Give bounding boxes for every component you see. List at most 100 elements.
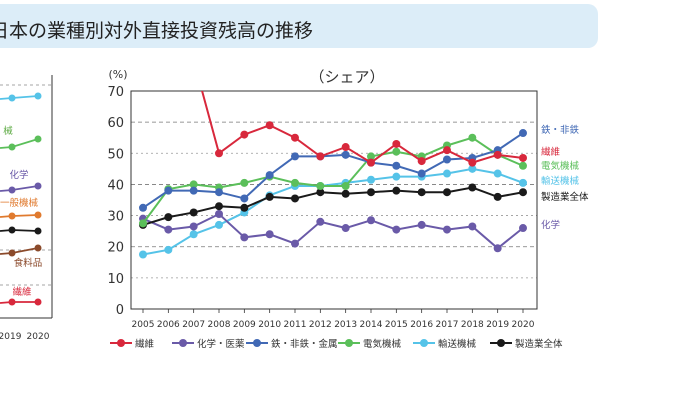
data-point	[316, 217, 325, 226]
data-point	[189, 230, 198, 239]
data-point	[265, 192, 274, 201]
data-point	[367, 152, 375, 161]
left-series-line	[0, 229, 39, 232]
data-point	[341, 150, 350, 159]
data-point	[215, 210, 223, 219]
left-point	[34, 182, 42, 190]
data-point	[417, 188, 426, 197]
data-point	[392, 225, 401, 234]
x-tick-label: 2012	[309, 320, 332, 330]
y-tick-label: 10	[107, 272, 124, 287]
left-series-label: 繊維	[12, 286, 32, 298]
y-tick-label: 40	[107, 178, 124, 193]
data-point	[341, 181, 350, 190]
series-end-label: 電気機械	[541, 160, 580, 172]
data-point	[468, 183, 477, 192]
data-point	[189, 180, 198, 189]
left-series-line	[0, 301, 38, 304]
legend-swatch-marker	[253, 339, 261, 347]
left-series-line	[0, 138, 39, 149]
x-tick-label: 2010	[258, 320, 281, 330]
data-point	[519, 161, 527, 170]
data-point	[443, 169, 451, 178]
data-point	[392, 139, 401, 148]
y-tick-label: 0	[116, 303, 124, 318]
data-point	[519, 224, 527, 233]
data-point	[392, 147, 401, 156]
legend-label: 輸送機械	[438, 338, 477, 350]
data-point	[417, 220, 426, 229]
data-point	[291, 152, 299, 161]
x-tick-label: 2013	[334, 320, 357, 330]
data-point	[468, 222, 477, 231]
left-point	[34, 92, 42, 100]
series-line	[142, 212, 524, 250]
data-point	[367, 175, 375, 184]
y-tick-label: 30	[107, 210, 124, 225]
data-point	[291, 194, 299, 203]
data-point	[341, 224, 350, 233]
data-point	[468, 133, 477, 142]
data-point	[291, 178, 299, 187]
left-series-line	[0, 247, 39, 255]
series-line	[142, 132, 524, 209]
series-end-label: 鉄・非鉄	[541, 124, 580, 136]
x-tick-label: 2014	[360, 320, 383, 330]
title-bar: 日本の業種別対外直接投資残高の推移	[0, 4, 598, 48]
y-tick-label: 60	[107, 116, 124, 131]
data-point	[519, 129, 527, 138]
y-tick-label: 20	[107, 241, 124, 256]
legend-label: 化学・医薬	[197, 338, 245, 350]
data-point	[139, 203, 147, 212]
data-point	[316, 152, 325, 161]
x-tick-label: 2015	[385, 320, 408, 330]
left-series-label: 食料品	[14, 257, 43, 269]
x-tick-label: 2011	[284, 320, 307, 330]
x-tick-label: 2007	[182, 320, 205, 330]
series-end-label: 製造業全体	[541, 191, 589, 203]
x-tick-label: 2018	[461, 320, 484, 330]
data-point	[367, 188, 375, 197]
x-tick-label: 2009	[233, 320, 256, 330]
left-series-line	[0, 185, 39, 192]
data-point	[468, 158, 477, 167]
series-line	[142, 167, 524, 256]
data-point	[265, 230, 274, 239]
data-point	[189, 208, 198, 217]
data-point	[519, 178, 527, 187]
data-point	[215, 202, 223, 211]
data-point	[341, 189, 350, 198]
plot-frame	[130, 90, 538, 310]
series-line	[201, 91, 524, 164]
left-point	[8, 226, 16, 234]
data-point	[316, 188, 325, 197]
data-point	[189, 222, 198, 231]
data-point	[265, 171, 274, 180]
data-point	[215, 188, 223, 197]
series-line	[142, 136, 524, 224]
chart-title: （シェア）	[309, 68, 384, 86]
y-tick-label: 70	[107, 85, 124, 100]
data-point	[316, 181, 325, 190]
legend-label: 繊維	[135, 338, 155, 350]
data-point	[215, 149, 223, 158]
x-tick-label: 2019	[486, 320, 509, 330]
x-tick-label: 2008	[208, 320, 231, 330]
y-tick-label: 50	[107, 147, 124, 162]
data-point	[139, 219, 147, 228]
x-tick-label: 2006	[157, 320, 180, 330]
data-point	[443, 225, 451, 234]
x-tick-label: 2016	[410, 320, 433, 330]
data-point	[519, 153, 527, 162]
data-point	[164, 213, 173, 222]
data-point	[493, 244, 502, 253]
data-point	[240, 130, 249, 139]
left-point	[34, 298, 42, 306]
data-point	[265, 121, 274, 130]
data-point	[468, 164, 477, 173]
data-point	[240, 178, 249, 187]
data-point	[392, 186, 401, 195]
series-end-label: 輸送機械	[541, 175, 580, 187]
data-point	[493, 169, 502, 178]
